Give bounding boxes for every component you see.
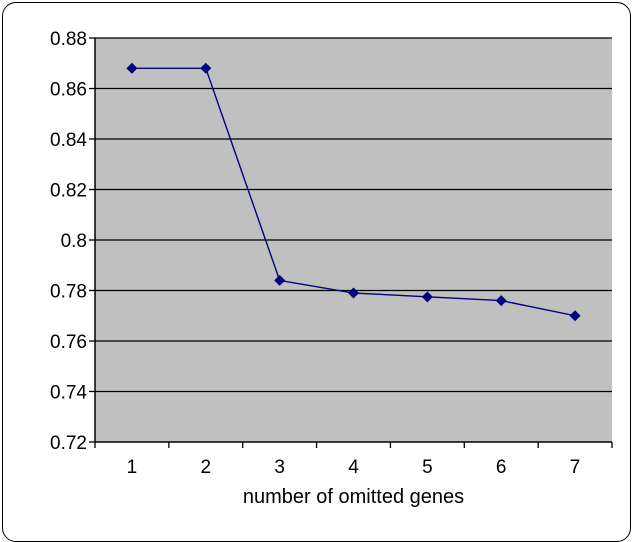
y-tick-label: 0.84 [50,130,87,151]
y-tick-label: 0.86 [50,80,87,101]
x-tick-label: 6 [496,457,507,478]
y-tick-labels: 0.72 0.74 0.76 0.78 0.8 0.82 0.84 0.86 0.88 [50,29,87,454]
line-chart: 0.72 0.74 0.76 0.78 0.8 0.82 0.84 0.86 0.88 1 2 3 4… [50,29,613,508]
x-tick-label: 4 [348,457,359,478]
data-point [569,310,581,322]
data-point [274,274,286,286]
series-group [126,62,581,322]
y-tick-label: 0.82 [50,181,87,202]
y-tick-label: 0.74 [50,383,87,404]
data-point [421,291,433,303]
data-point [495,295,507,307]
x-tick-label: 5 [422,457,433,478]
x-tick-label: 1 [127,457,138,478]
data-point [348,287,359,299]
y-tick-label: 0.72 [50,433,87,454]
y-tick-label: 0.76 [50,332,87,353]
x-axis-label: number of omitted genes [243,486,464,508]
x-tick-label: 2 [200,457,211,478]
axes [94,38,613,448]
x-tick-label: 3 [274,457,285,478]
x-tick-labels: 1 2 3 4 5 6 7 [127,457,581,478]
y-tick-label: 0.78 [50,282,87,303]
y-tick-label: 0.8 [61,231,87,252]
data-point [200,62,212,74]
x-tick-label: 7 [570,457,581,478]
data-point [126,62,138,74]
y-tick-label: 0.88 [50,29,87,50]
